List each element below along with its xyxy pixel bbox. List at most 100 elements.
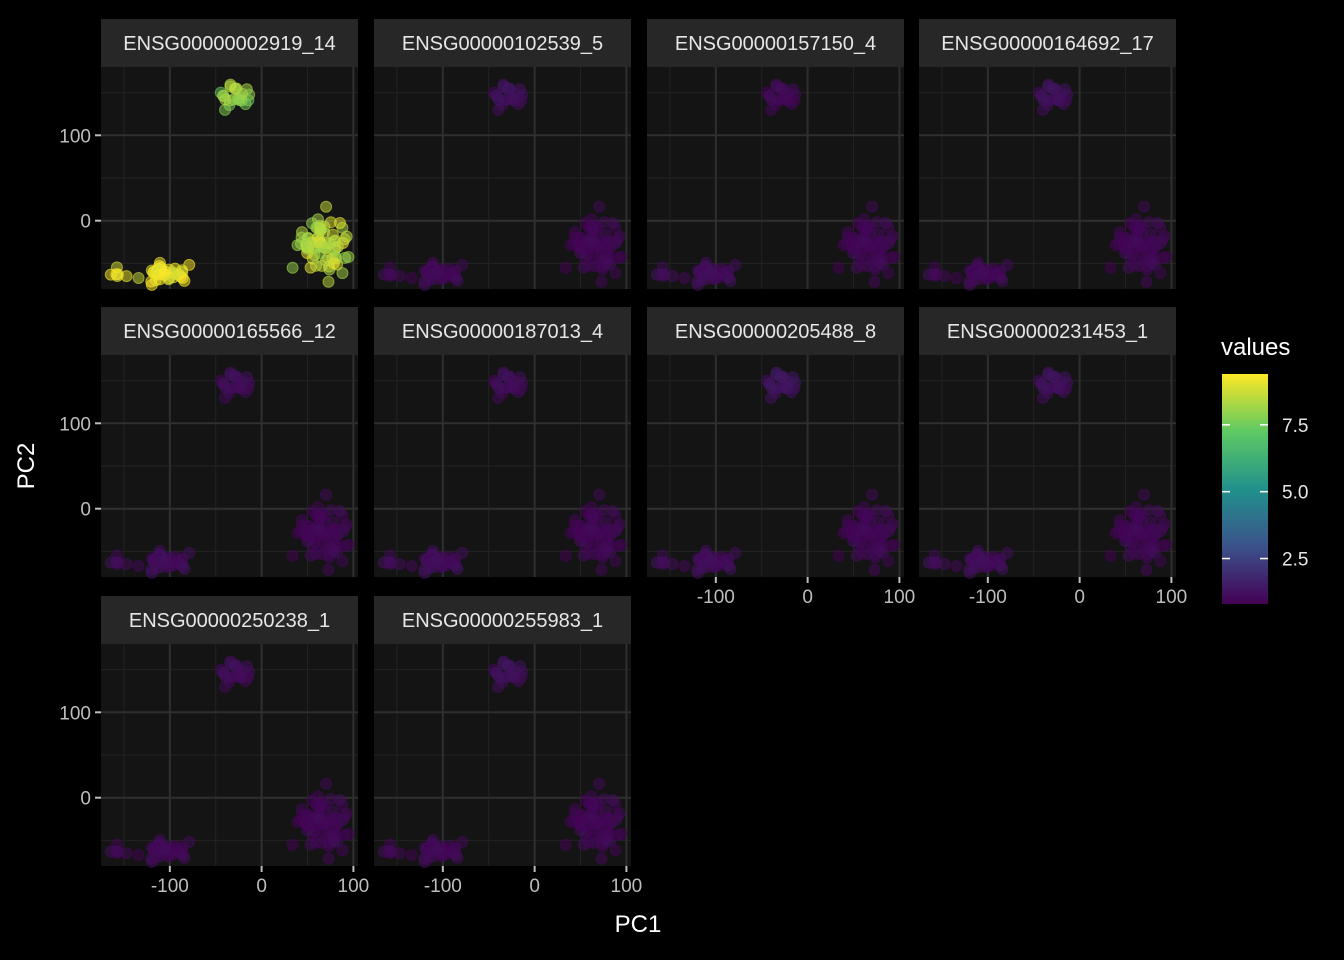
data-point xyxy=(456,258,469,271)
data-point xyxy=(577,549,590,562)
data-point xyxy=(770,80,783,93)
legend-title: values xyxy=(1221,334,1290,361)
data-point xyxy=(1132,224,1145,237)
data-point xyxy=(336,267,349,280)
data-point xyxy=(312,501,325,514)
data-point xyxy=(490,89,503,102)
data-point xyxy=(597,504,610,517)
data-point xyxy=(313,247,326,260)
data-point xyxy=(178,562,191,575)
data-point xyxy=(384,556,397,569)
data-point xyxy=(996,562,1009,575)
data-point xyxy=(219,103,232,116)
data-point xyxy=(313,535,326,548)
data-point xyxy=(224,80,237,93)
facet-panel: ENSG00000250238_1 xyxy=(101,596,358,868)
data-point xyxy=(832,261,845,274)
data-point xyxy=(657,556,670,569)
facet-panel: ENSG00000002919_14 xyxy=(101,19,358,291)
data-point xyxy=(657,268,670,281)
facet-strip xyxy=(374,307,631,355)
data-point xyxy=(1042,80,1055,93)
color-legend: values 2.5 5.0 7.5 xyxy=(1221,334,1308,604)
data-point xyxy=(1042,368,1055,381)
data-point xyxy=(929,556,942,569)
data-point xyxy=(1001,258,1014,271)
data-point xyxy=(338,539,351,552)
data-point xyxy=(867,528,880,541)
facet-strip-label: ENSG00000002919_14 xyxy=(123,33,335,55)
data-point xyxy=(132,559,145,572)
facet-strip-label: ENSG00000187013_4 xyxy=(402,321,603,343)
data-point xyxy=(1114,514,1127,527)
data-point xyxy=(569,226,582,239)
data-point xyxy=(149,851,162,864)
data-point xyxy=(866,488,879,501)
data-point xyxy=(595,563,608,576)
data-point xyxy=(456,835,469,848)
data-point xyxy=(724,274,737,287)
data-point xyxy=(492,680,505,693)
data-point xyxy=(217,89,230,102)
data-point xyxy=(178,851,191,864)
data-point xyxy=(183,546,196,559)
facet-strip-label: ENSG00000157150_4 xyxy=(675,33,876,55)
x-tick-label: -100 xyxy=(151,876,189,897)
data-point xyxy=(678,559,691,572)
facet-strip xyxy=(647,19,904,67)
data-point xyxy=(609,844,622,857)
x-tick-label: 0 xyxy=(1074,587,1085,608)
data-point xyxy=(1130,213,1143,226)
x-tick-label: 0 xyxy=(256,876,267,897)
data-point xyxy=(159,842,172,855)
facet-strip xyxy=(101,307,358,355)
data-point xyxy=(929,268,942,281)
data-point xyxy=(586,535,599,548)
data-point xyxy=(1138,488,1151,501)
facet-strip-label: ENSG00000164692_17 xyxy=(941,33,1153,55)
data-point xyxy=(336,844,349,857)
data-point xyxy=(508,87,521,100)
data-point xyxy=(1139,528,1152,541)
data-point xyxy=(492,391,505,404)
facet-panels: ENSG00000002919_14 ENSG00000102539_5 ENSG0… xyxy=(101,19,1176,868)
facet-strip-label: ENSG00000231453_1 xyxy=(947,321,1148,343)
facet-panel: ENSG00000187013_4 xyxy=(374,307,631,579)
data-point xyxy=(405,271,418,284)
data-point xyxy=(508,375,521,388)
data-point xyxy=(593,488,606,501)
data-point xyxy=(1130,501,1143,514)
data-point xyxy=(882,267,895,280)
data-point xyxy=(132,848,145,861)
data-point xyxy=(860,224,873,237)
data-point xyxy=(183,835,196,848)
facet-strip-label: ENSG00000250238_1 xyxy=(129,610,330,632)
facet-panel: ENSG00000164692_17 xyxy=(919,19,1176,291)
data-point xyxy=(1142,216,1155,229)
x-tick-label: -100 xyxy=(969,587,1007,608)
data-point xyxy=(586,247,599,260)
data-point xyxy=(585,501,598,514)
x-tick-label: 0 xyxy=(529,876,540,897)
facet-panel: ENSG00000231453_1 xyxy=(919,307,1176,579)
data-point xyxy=(178,274,191,287)
data-point xyxy=(159,553,172,566)
data-point xyxy=(314,224,327,237)
facet-strip-label: ENSG00000165566_12 xyxy=(123,321,335,343)
data-point xyxy=(1158,518,1171,531)
data-point xyxy=(217,666,230,679)
y-tick-label: 0 xyxy=(80,500,91,521)
y-axis-title: PC2 xyxy=(13,443,40,490)
data-point xyxy=(593,200,606,213)
data-point xyxy=(1131,247,1144,260)
data-point xyxy=(1139,240,1152,253)
data-point xyxy=(594,528,607,541)
y-tick-label: 100 xyxy=(59,414,91,435)
data-point xyxy=(1001,546,1014,559)
data-point xyxy=(451,851,464,864)
data-point xyxy=(296,803,309,816)
data-point xyxy=(985,559,998,572)
facet-strip xyxy=(374,19,631,67)
data-point xyxy=(451,274,464,287)
